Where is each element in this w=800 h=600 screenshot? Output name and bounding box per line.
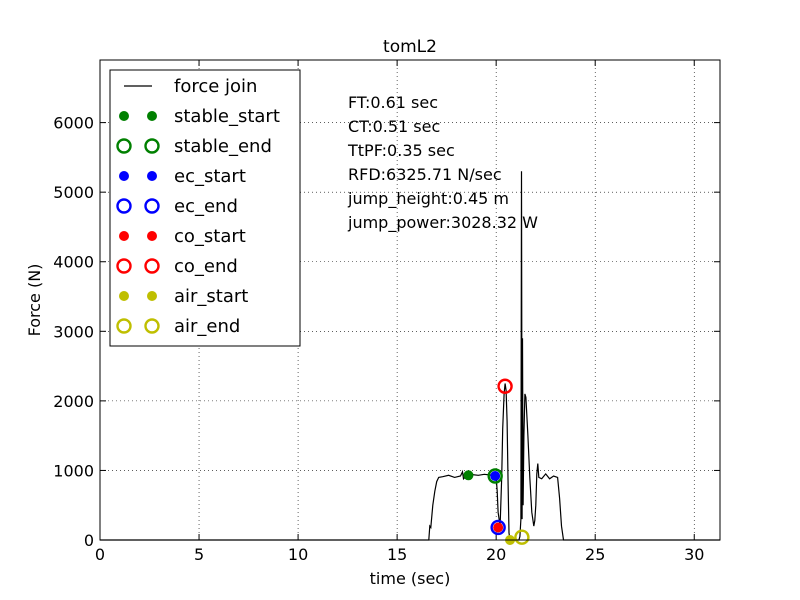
y-tick-label: 0 (84, 531, 94, 550)
legend-swatch-air-end (116, 318, 132, 334)
legend-swatch-co-start (147, 231, 157, 241)
y-tick-label: 3000 (53, 322, 94, 341)
legend-swatch-ec-start (119, 171, 129, 181)
annotation-text: jump_power:3028.32 W (347, 213, 538, 233)
legend-label-air-start: air_start (174, 286, 248, 307)
x-tick-label: 20 (486, 545, 506, 564)
marker-stable-end (487, 468, 503, 484)
annotation-text: FT:0.61 sec (348, 93, 438, 112)
legend-swatch-air-end (144, 318, 160, 334)
x-tick-label: 25 (585, 545, 605, 564)
y-axis-label: Force (N) (25, 264, 44, 337)
marker-stable-start (463, 470, 474, 481)
legend-label-ec-end: ec_end (174, 196, 238, 217)
legend-label-force-join: force join (174, 76, 257, 97)
series-line-force-join (100, 171, 720, 541)
legend-swatch-stable-end (116, 138, 132, 154)
legend-label-co-end: co_end (174, 256, 238, 277)
x-axis-label: time (sec) (370, 569, 451, 588)
marker-ec-start (490, 471, 501, 481)
legend-label-stable-start: stable_start (174, 106, 280, 127)
annotations: FT:0.61 sec CT:0.51 sec TtPF:0.35 sec RFD:6… (347, 93, 538, 233)
legend: force join stable_start stable_end ec_start… (109, 69, 301, 347)
legend-swatch-stable-end (144, 138, 160, 154)
plot-area (100, 171, 720, 545)
x-tick-label: 0 (95, 545, 105, 564)
legend-label-stable-end: stable_end (174, 136, 272, 157)
x-tick-label: 5 (194, 545, 204, 564)
legend-swatch-ec-start (147, 171, 157, 181)
legend-swatch-air-start (119, 291, 129, 301)
legend-swatch-co-end (144, 258, 160, 274)
x-tick-label: 10 (288, 545, 308, 564)
annotation-text: RFD:6325.71 N/sec (348, 165, 502, 184)
annotation-text: jump_height:0.45 m (347, 189, 509, 209)
legend-swatch-stable-start (147, 111, 157, 121)
marker-ec-end (490, 519, 506, 536)
legend-swatch-ec-end (116, 198, 132, 214)
legend-swatch-co-start (119, 231, 129, 241)
y-tick-label: 6000 (53, 114, 94, 133)
marker-co-start (493, 522, 504, 533)
legend-label-co-start: co_start (174, 226, 246, 247)
x-tick-label: 30 (684, 545, 704, 564)
legend-swatch-air-start (147, 291, 157, 301)
annotation-text: TtPF:0.35 sec (347, 141, 455, 160)
annotation-text: CT:0.51 sec (348, 117, 440, 136)
legend-box (109, 69, 301, 347)
legend-label-ec-start: ec_start (174, 166, 246, 187)
legend-swatch-stable-start (119, 111, 129, 121)
y-tick-label: 1000 (53, 461, 94, 480)
chart-title: tomL2 (383, 37, 437, 57)
legend-swatch-co-end (116, 258, 132, 274)
y-tick-label: 2000 (53, 392, 94, 411)
legend-swatch-ec-end (144, 198, 160, 214)
legend-label-air-end: air_end (174, 316, 240, 337)
y-tick-label: 4000 (53, 253, 94, 272)
marker-air-end (514, 529, 530, 545)
marker-co-end (497, 378, 513, 394)
y-tick-label: 5000 (53, 183, 94, 202)
x-tick-label: 15 (387, 545, 407, 564)
plot-frame (99, 59, 721, 541)
axis-ticks: 0 5 10 15 20 25 30 0 1000 2000 3000 4000 5000 6000 (53, 60, 720, 564)
